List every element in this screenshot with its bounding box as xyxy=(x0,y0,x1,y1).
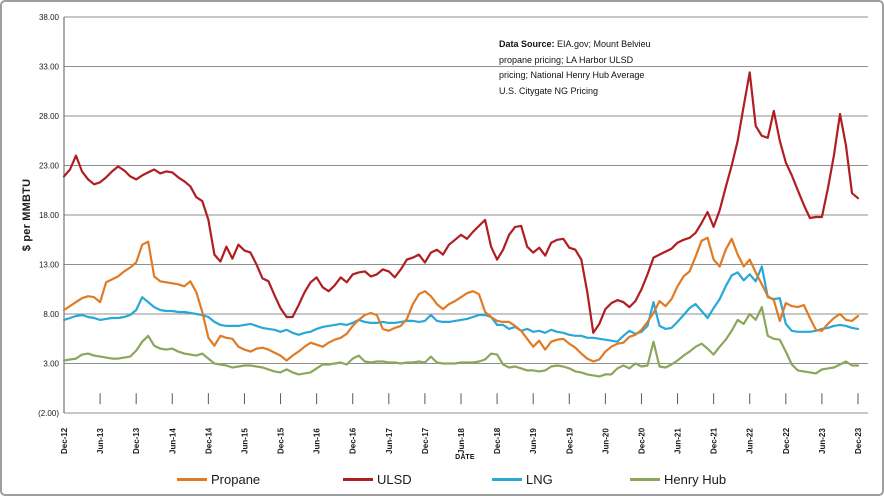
lng-legend-label: LNG xyxy=(526,471,553,487)
x-tick-label: Dec-12 xyxy=(60,427,69,454)
x-tick-label: Dec-13 xyxy=(132,427,141,454)
lng-legend-swatch xyxy=(492,477,522,481)
y-tick-label: 8.00 xyxy=(43,310,59,319)
series-line-henry-hub xyxy=(62,306,860,378)
x-tick-label: Dec-23 xyxy=(854,427,863,454)
note-bold-label: Data Source: xyxy=(499,39,555,49)
x-tick-label: Dec-21 xyxy=(710,427,719,454)
y-axis-title: $ per MMBTU xyxy=(21,178,33,252)
y-tick-label: 23.00 xyxy=(39,162,60,171)
legend-item-propane: Propane xyxy=(177,469,260,489)
note-line: pricing; National Henry Hub Average xyxy=(499,70,645,80)
x-tick-label: Jun-20 xyxy=(601,428,610,454)
x-tick-label: Dec-20 xyxy=(637,427,646,454)
x-tick-label: Jun-14 xyxy=(168,428,177,454)
x-tick-label: Jun-21 xyxy=(674,428,683,454)
y-tick-label: 13.00 xyxy=(39,261,60,270)
henry-hub-legend-swatch xyxy=(630,477,660,481)
x-tick-label: Jun-19 xyxy=(529,428,538,454)
x-tick-label: Jun-15 xyxy=(240,428,249,454)
x-tick-label: Dec-22 xyxy=(782,427,791,454)
y-tick-label: (2.00) xyxy=(38,409,59,418)
legend-item-lng: LNG xyxy=(492,469,553,489)
x-tick-label: Dec-19 xyxy=(565,427,574,454)
series-line-ulsd xyxy=(62,71,860,334)
x-tick-label: Jun-23 xyxy=(818,428,827,454)
x-tick-label: Jun-16 xyxy=(313,428,322,454)
ulsd-legend-swatch xyxy=(343,477,373,481)
data-source-note: Data Source: EIA.gov; Mount Belvieu prop… xyxy=(499,37,679,99)
note-line: propane pricing; LA Harbor ULSD xyxy=(499,54,634,65)
y-tick-label: 3.00 xyxy=(43,360,59,369)
x-tick-label: Dec-14 xyxy=(204,427,213,454)
legend-item-henry-hub: Henry Hub xyxy=(630,469,726,489)
legend-item-ulsd: ULSD xyxy=(343,469,412,489)
y-tick-label: 33.00 xyxy=(39,63,60,72)
note-line: Data Source: EIA.gov; Mount Belvieu xyxy=(499,39,651,49)
note-line: U.S. Citygate NG Pricing xyxy=(499,85,599,96)
series-line-propane xyxy=(62,236,860,363)
x-tick-label: Dec-17 xyxy=(421,427,430,454)
x-tick-label: Jun-13 xyxy=(96,428,105,454)
series-line-lng xyxy=(62,265,860,343)
x-tick-label: Dec-16 xyxy=(349,427,358,454)
x-tick-label: Jun-22 xyxy=(746,428,755,454)
x-axis-title: DATE xyxy=(455,454,475,461)
x-tick-label: Jun-18 xyxy=(457,428,466,454)
y-tick-label: 28.00 xyxy=(39,112,60,121)
y-tick-label: 18.00 xyxy=(39,211,60,220)
henry-hub-legend-label: Henry Hub xyxy=(664,471,727,487)
x-tick-label: Dec-15 xyxy=(277,427,286,454)
propane-legend-label: Propane xyxy=(211,471,261,487)
x-tick-label: Jun-17 xyxy=(385,428,394,454)
x-tick-label: Dec-18 xyxy=(493,427,502,454)
propane-legend-swatch xyxy=(177,477,207,481)
y-tick-label: 38.00 xyxy=(39,13,60,22)
ulsd-legend-label: ULSD xyxy=(377,471,412,487)
